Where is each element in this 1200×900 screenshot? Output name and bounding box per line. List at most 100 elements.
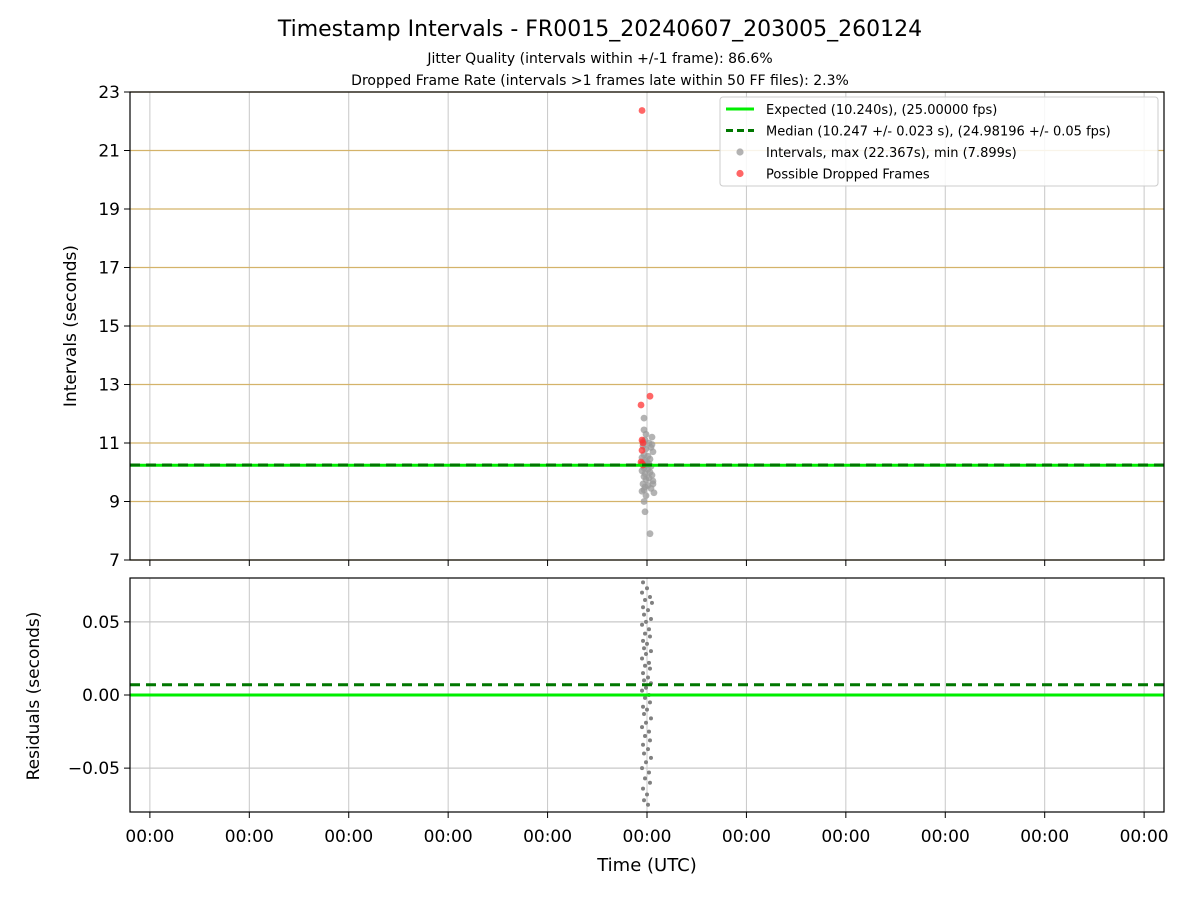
bottom-y-axis-label: Residuals (seconds): [24, 612, 44, 781]
residual-point: [647, 595, 652, 600]
residual-point: [645, 641, 649, 646]
x-axis-label: Time (UTC): [596, 855, 697, 876]
dropped-frame-point: [638, 446, 646, 454]
top-y-tick-label: 21: [98, 142, 120, 162]
residual-point: [646, 729, 651, 734]
residual-point: [647, 666, 652, 671]
x-tick-label: 00:00: [424, 827, 473, 847]
x-tick-label: 00:00: [1120, 827, 1169, 847]
top-y-axis-label: Intervals (seconds): [61, 245, 81, 407]
residual-point: [645, 608, 650, 613]
legend-label: Expected (10.240s), (25.00000 fps): [766, 103, 997, 118]
residual-point: [643, 695, 648, 700]
interval-point: [642, 492, 650, 500]
residual-point: [642, 612, 647, 617]
residuals-plot: −0.05 0.00 0.05 00:00 00:00 00:00 00:00 00:00 00…: [68, 577, 1169, 847]
residual-point: [648, 649, 653, 654]
top-y-tick-label: 11: [98, 434, 120, 454]
top-plot-frame: [129, 91, 1165, 561]
chart-title: Timestamp Intervals - FR0015_20240607_20…: [277, 17, 922, 42]
interval-point: [640, 498, 648, 505]
residual-point: [647, 780, 652, 785]
residual-point: [646, 660, 651, 665]
residual-point: [640, 656, 645, 661]
interval-point: [648, 441, 656, 448]
interval-point: [650, 489, 658, 497]
residual-point: [645, 747, 650, 752]
interval-point: [649, 480, 657, 488]
legend: Expected (10.240s), (25.00000 fps) Median…: [719, 96, 1159, 187]
top-y-tick-label: 7: [109, 551, 120, 571]
residual-point: [644, 760, 649, 765]
residual-point: [642, 712, 647, 717]
residual-point: [648, 616, 653, 621]
interval-point: [642, 430, 650, 438]
interval-point: [646, 530, 654, 538]
interval-point: [638, 487, 646, 495]
dropped-frame-point: [637, 401, 645, 409]
legend-marker: [736, 148, 744, 156]
x-tick-label: 00:00: [1020, 827, 1069, 847]
residual-point: [649, 600, 654, 605]
x-tick-label: 00:00: [921, 827, 970, 847]
residual-point: [642, 751, 647, 756]
residual-point: [647, 634, 652, 639]
residual-point: [640, 688, 645, 693]
top-y-tick-label: 23: [98, 83, 120, 103]
dropped-frame-point: [638, 107, 646, 114]
x-tick-label: 00:00: [523, 827, 572, 847]
bottom-y-tick-label: 0.05: [82, 613, 120, 633]
x-tick-label: 00:00: [821, 827, 870, 847]
dropped-frame-point: [646, 392, 654, 400]
chart-subtitle-dropped: Dropped Frame Rate (intervals >1 frames …: [351, 73, 849, 89]
legend-label: Intervals, max (22.367s), min (7.899s): [766, 146, 1017, 161]
residual-point: [646, 770, 651, 775]
residual-point: [640, 622, 645, 627]
interval-point: [649, 448, 657, 456]
top-y-tick-label: 13: [98, 376, 120, 396]
legend-marker: [736, 169, 744, 178]
residual-point: [645, 792, 649, 797]
top-y-tick-label: 9: [109, 493, 120, 513]
residual-point: [645, 586, 649, 591]
residual-point: [648, 755, 653, 760]
residual-point: [646, 627, 651, 632]
residual-point: [647, 700, 652, 705]
x-tick-label: 00:00: [225, 827, 274, 847]
residual-point: [644, 652, 649, 657]
residual-point: [641, 671, 646, 676]
residual-point: [642, 798, 647, 803]
residual-point: [644, 619, 649, 624]
residual-point: [640, 725, 645, 730]
residual-point: [645, 675, 650, 680]
residual-point: [644, 685, 649, 690]
legend-label: Possible Dropped Frames: [766, 168, 930, 183]
residual-point: [643, 776, 648, 781]
residual-point: [641, 786, 646, 791]
top-y-tick-label: 15: [98, 317, 120, 337]
chart-subtitle-jitter: Jitter Quality (intervals within +/-1 fr…: [426, 51, 772, 67]
legend-label: Median (10.247 +/- 0.023 s), (24.98196 +…: [766, 125, 1111, 140]
residual-point: [647, 738, 652, 743]
x-tick-label: 00:00: [722, 827, 771, 847]
top-y-tick-label: 19: [98, 200, 120, 220]
interval-point: [640, 414, 648, 422]
residual-point: [644, 720, 649, 725]
residual-point: [642, 646, 647, 651]
residual-point: [641, 605, 646, 610]
residual-point: [641, 638, 646, 643]
x-tick-label: 00:00: [623, 827, 672, 847]
bottom-plot-frame: [129, 577, 1165, 813]
x-tick-label: 00:00: [324, 827, 373, 847]
residual-point: [641, 742, 646, 747]
x-tick-label: 00:00: [125, 827, 174, 847]
residual-point: [640, 766, 645, 771]
residual-point: [648, 716, 653, 721]
residual-point: [643, 733, 648, 738]
intervals-plot: 7 9 11 13 15 17 19 21 23: [98, 83, 1165, 571]
residual-point: [641, 580, 646, 585]
top-y-tick-label: 17: [98, 259, 120, 279]
residual-point: [643, 663, 648, 668]
residual-point: [643, 597, 648, 602]
